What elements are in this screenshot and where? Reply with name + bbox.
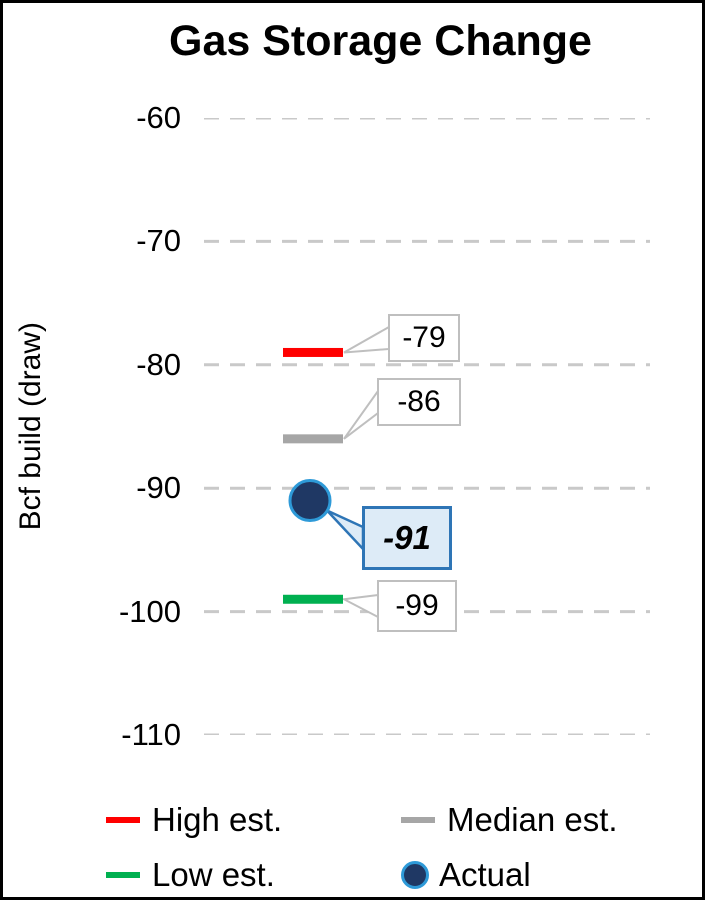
y-tick-label: -100 [118,593,181,629]
high-est-dash-icon [106,817,140,823]
legend-label-median-est: Median est. [447,801,618,838]
marker-low-est [283,594,343,604]
y-axis-title: Bcf build (draw) [5,118,57,735]
y-tick-label: -70 [136,223,181,259]
marker-high-est [283,347,343,357]
callout-label-actual: -91 [362,506,452,570]
legend-item-low-est: Low est. [106,853,275,897]
legend-label-high-est: High est. [152,801,283,838]
y-tick-label: -60 [136,100,181,135]
y-tick-label: -90 [136,470,181,506]
plot-canvas [204,118,650,735]
callout-label-high-est: -79 [388,314,460,362]
marker-median-est [283,434,343,444]
legend-item-high-est: High est. [106,798,282,842]
callout-leader-low-est [340,593,379,619]
plot-area: -79 -86 -91 -99 [196,118,658,735]
low-est-dash-icon [106,872,140,878]
legend-item-actual: Actual [401,853,531,897]
callout-leader-median-est [343,387,379,440]
y-tick-label: -80 [136,346,181,382]
marker-actual [288,479,332,523]
legend-label-actual: Actual [439,856,531,893]
chart-title: Gas Storage Change [169,17,592,65]
callout-leader-actual [326,509,365,553]
actual-circle-icon [401,861,429,889]
y-axis-title-text: Bcf build (draw) [14,322,47,531]
callout-leader-high-est [343,325,390,354]
callout-label-median-est: -86 [377,378,461,426]
legend-item-median-est: Median est. [401,798,618,842]
callout-label-low-est: -99 [377,580,457,632]
median-est-dash-icon [401,817,435,823]
legend-label-low-est: Low est. [152,856,275,893]
y-tick-label: -110 [121,717,181,752]
